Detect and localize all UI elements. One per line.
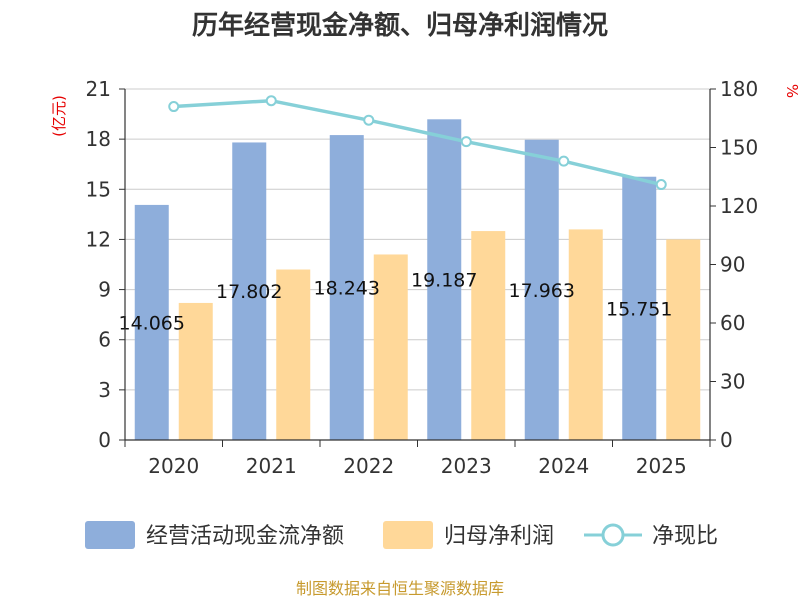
- bar-value-labels: 14.065 17.802 18.243 19.187 17.963 15.751: [119, 270, 673, 335]
- bar-cash-value-label: 19.187: [411, 270, 477, 292]
- bar-cash-value-label: 15.751: [606, 298, 672, 320]
- left-axis-tick-label: 12: [86, 227, 111, 251]
- x-axis-tick-label: 2025: [636, 454, 687, 478]
- right-axis-tick-label: 120: [720, 194, 758, 218]
- legend-item-ratio[interactable]: 净现比: [584, 523, 718, 549]
- left-axis-tick-label: 3: [98, 378, 111, 402]
- bar-cash-value-label: 17.802: [216, 281, 282, 303]
- right-axis-tick-label: 0: [720, 428, 733, 452]
- bar-cash-2020: [134, 204, 169, 440]
- bar-cash-value-label: 17.963: [509, 280, 575, 302]
- bar-profit-2024: [568, 229, 603, 440]
- left-axis-tick-label: 6: [98, 328, 111, 352]
- x-axis-tick-label: 2020: [148, 454, 199, 478]
- ratio-point-2022: [363, 114, 375, 126]
- left-axis-tick-label: 15: [86, 177, 111, 201]
- bar-cash-2022: [329, 135, 364, 440]
- left-axis-tick-label: 0: [98, 428, 111, 452]
- x-axis-tick-label: 2024: [538, 454, 589, 478]
- right-axis-tick-label: 60: [720, 311, 745, 335]
- left-axis-tick-label: 18: [86, 127, 111, 151]
- legend-swatch-cash: [85, 521, 135, 549]
- chart-title: 历年经营现金净额、归母净利润情况: [192, 10, 608, 41]
- axes: 0 3 6 9 12 15 18 21 0 30 60 90 120 150 180 2020 2021 2022…: [86, 77, 759, 478]
- bar-cash-2024: [524, 139, 559, 440]
- legend-swatch-profit: [383, 521, 433, 549]
- left-axis-tick-label: 9: [98, 278, 111, 302]
- ratio-point-2024: [558, 155, 570, 167]
- bar-profit-2021: [276, 269, 311, 440]
- bar-profit-2025: [666, 239, 701, 440]
- bars: [134, 119, 701, 441]
- right-axis-unit: %: [783, 84, 800, 98]
- right-axis-tick-label: 180: [720, 77, 758, 101]
- legend-marker-ratio: [601, 523, 625, 547]
- left-axis-tick-label: 21: [86, 77, 111, 101]
- legend-label-profit: 归母净利润: [444, 524, 554, 549]
- x-axis-tick-label: 2021: [246, 454, 297, 478]
- legend: 经营活动现金流净额 归母净利润 净现比: [85, 521, 718, 549]
- x-axis-tick-label: 2022: [343, 454, 394, 478]
- net-cash-ratio-line: [168, 95, 667, 191]
- right-axis-tick-label: 30: [720, 370, 745, 394]
- left-axis-unit: (亿元): [50, 95, 68, 137]
- bar-profit-2020: [178, 302, 213, 440]
- ratio-point-2020: [168, 101, 180, 113]
- ratio-point-2021: [265, 95, 277, 107]
- ratio-point-2023: [460, 136, 472, 148]
- data-source-note: 制图数据来自恒生聚源数据库: [296, 579, 504, 598]
- legend-item-profit[interactable]: 归母净利润: [383, 521, 554, 549]
- bar-cash-2025: [622, 176, 657, 441]
- bar-cash-2023: [427, 119, 462, 440]
- legend-label-ratio: 净现比: [652, 524, 718, 549]
- bar-cash-2021: [232, 142, 267, 441]
- bar-cash-value-label: 18.243: [314, 278, 380, 300]
- grid-lines: [125, 88, 710, 391]
- x-axis-tick-label: 2023: [441, 454, 492, 478]
- bar-profit-2022: [373, 254, 408, 440]
- ratio-line-path: [173, 98, 662, 187]
- bar-cash-value-label: 14.065: [119, 312, 185, 334]
- right-axis-tick-label: 90: [720, 253, 745, 277]
- right-axis-tick-label: 150: [720, 136, 758, 160]
- bar-profit-2023: [471, 231, 506, 440]
- legend-label-cash: 经营活动现金流净额: [146, 524, 344, 549]
- legend-item-cash[interactable]: 经营活动现金流净额: [85, 521, 344, 549]
- ratio-point-2025: [655, 179, 667, 191]
